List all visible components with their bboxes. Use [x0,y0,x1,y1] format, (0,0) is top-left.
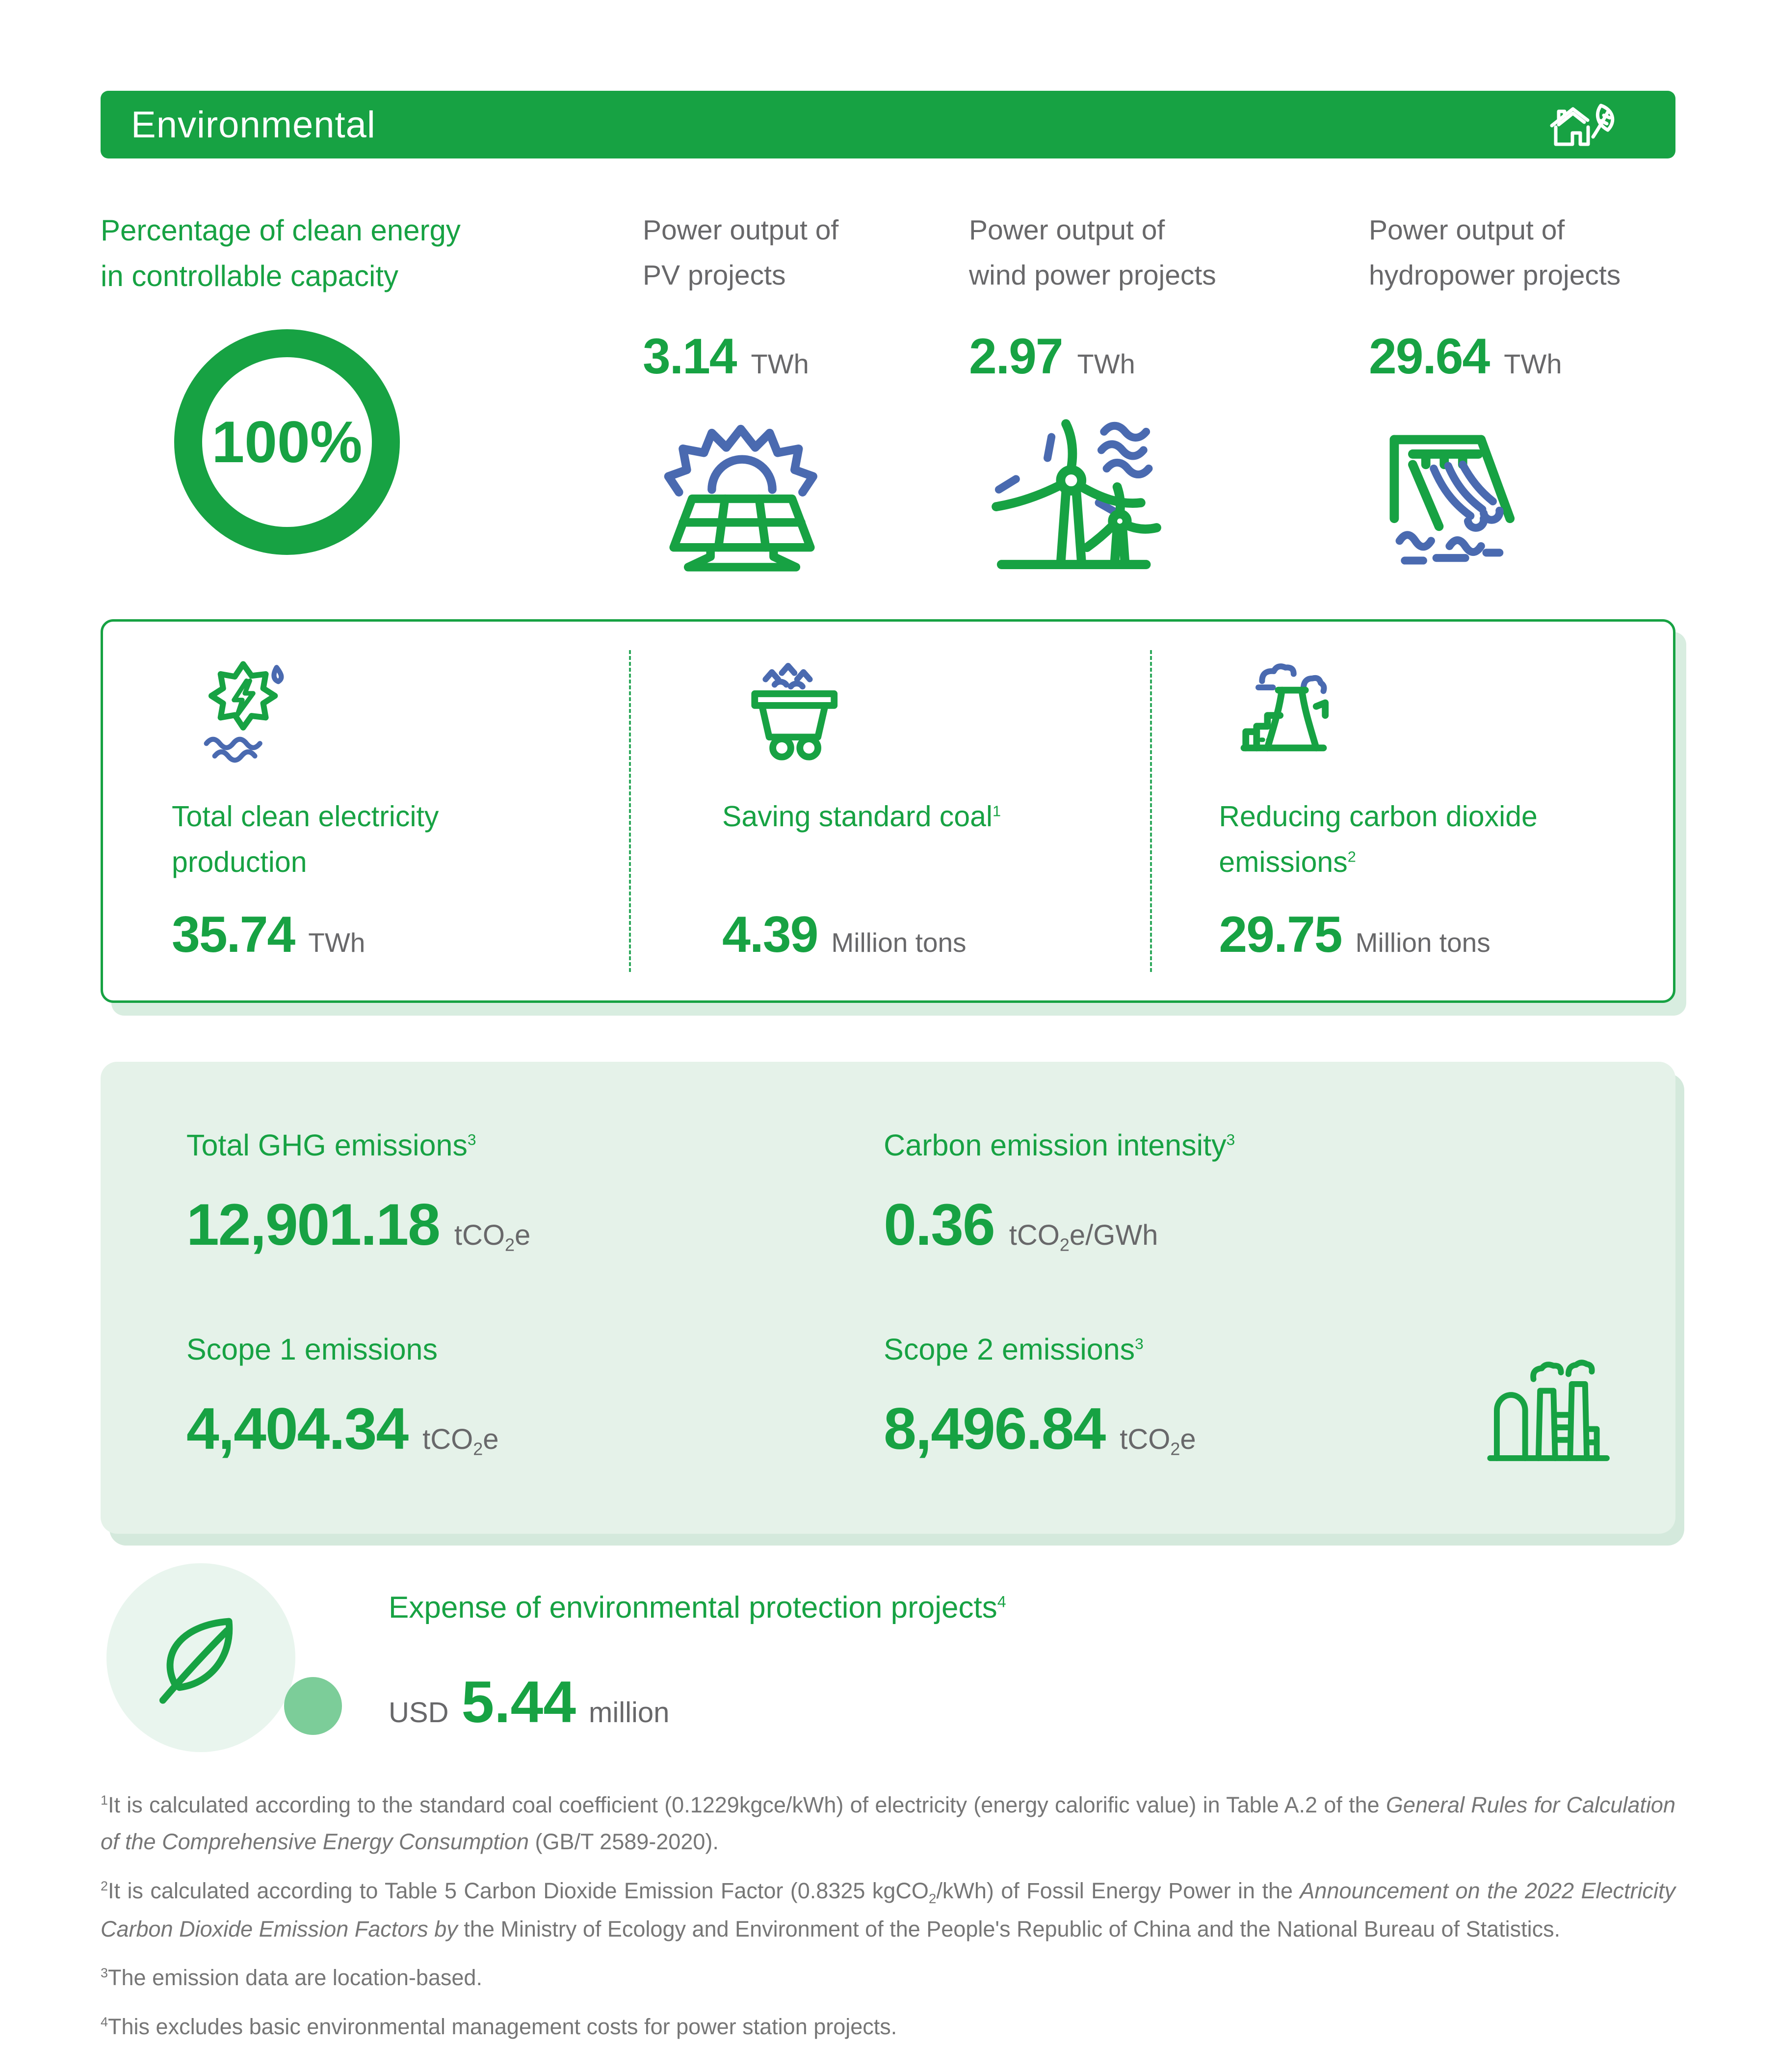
summary-value: 4.39 [722,906,818,963]
expense-unit: million [589,1696,670,1729]
metric-label: Power output of PV projects [643,214,839,291]
clean-energy-summary-card: Total clean electricity production 35.74… [101,619,1675,1003]
summary-saving-coal: Saving standard coal1 4.39 Million tons [629,654,1150,964]
environmental-expense: Expense of environmental protection proj… [101,1563,1675,1752]
ghg-value: 8,496.84 [884,1395,1106,1462]
expense-currency: USD [389,1696,449,1729]
leaf-icon [148,1605,254,1710]
ghg-unit: tCO2e [1120,1423,1196,1459]
summary-reducing-co2: Reducing carbon dioxide emissions2 29.75… [1150,654,1673,964]
clean-energy-share-label: Percentage of clean energy in controllab… [101,214,461,292]
footnotes: 1It is calculated according to the stand… [101,1786,1675,2046]
dashed-divider [629,650,631,972]
clean-energy-share: Percentage of clean energy in controllab… [101,208,643,575]
page-title: Environmental [131,104,376,146]
metric-value: 29.64 [1369,328,1490,384]
ghg-unit: tCO2e [422,1423,499,1459]
metric-hydro-output: Power output of hydropower projects 29.6… [1369,208,1675,575]
ghg-total-emissions: Total GHG emissions3 12,901.18 tCO2e [186,1128,531,1258]
footnote-4: 4This excludes basic environmental manag… [101,2014,897,2039]
metric-label: Power output of hydropower projects [1369,214,1621,291]
ghg-emissions-card: Total GHG emissions3 12,901.18 tCO2e Car… [101,1061,1675,1534]
solar-panel-icon [643,411,969,575]
dashed-divider [1150,650,1152,972]
wind-turbine-icon [969,411,1369,575]
factory-icon [1480,1352,1618,1465]
percentage-value: 100% [211,409,363,475]
hero-metrics-row: Percentage of clean energy in controllab… [101,208,1675,575]
metric-unit: TWh [1504,348,1562,379]
ghg-unit: tCO2e/GWh [1009,1219,1158,1255]
summary-label: Reducing carbon dioxide emissions2 [1219,800,1538,878]
percentage-ring: 100% [174,329,400,555]
house-leaf-icon [1522,98,1645,152]
metric-pv-output: Power output of PV projects 3.14 TWh [643,208,969,575]
expense-value: 5.44 [461,1669,576,1735]
footnote-3: 3The emission data are location-based. [101,1965,482,1991]
summary-clean-electricity: Total clean electricity production 35.74… [103,654,629,964]
summary-unit: TWh [308,927,366,958]
section-header: Environmental [101,91,1675,158]
footnote-2: 2It is calculated according to Table 5 C… [101,1878,1675,1941]
metric-unit: TWh [1077,348,1135,379]
footnote-1: 1It is calculated according to the stand… [101,1792,1675,1855]
metric-value: 2.97 [969,328,1064,384]
ghg-value: 12,901.18 [186,1191,441,1258]
ghg-unit: tCO2e [454,1219,531,1255]
summary-unit: Million tons [1355,927,1490,958]
ghg-scope1: Scope 1 emissions 4,404.34 tCO2e [186,1332,499,1462]
summary-value: 35.74 [172,906,295,963]
expense-label: Expense of environmental protection proj… [389,1590,1006,1625]
leaf-circle [106,1563,295,1752]
leaf-dot-accent [284,1677,342,1735]
hydropower-dam-icon [1369,411,1675,575]
metric-wind-output: Power output of wind power projects 2.97… [969,208,1369,575]
metric-unit: TWh [751,348,809,379]
ghg-carbon-intensity: Carbon emission intensity3 0.36 tCO2e/GW… [884,1128,1235,1258]
coal-cart-icon [722,654,1150,767]
ghg-scope2: Scope 2 emissions3 8,496.84 tCO2e [884,1332,1196,1462]
ghg-value: 4,404.34 [186,1395,409,1462]
summary-value: 29.75 [1219,906,1342,963]
summary-label: Saving standard coal1 [722,800,1001,833]
summary-unit: Million tons [831,927,967,958]
metric-label: Power output of wind power projects [969,214,1216,291]
clean-electricity-turbine-icon [172,654,629,767]
summary-label: Total clean electricity production [172,800,439,878]
metric-value: 3.14 [643,328,737,384]
cooling-tower-icon [1219,654,1673,767]
ghg-value: 0.36 [884,1191,995,1258]
